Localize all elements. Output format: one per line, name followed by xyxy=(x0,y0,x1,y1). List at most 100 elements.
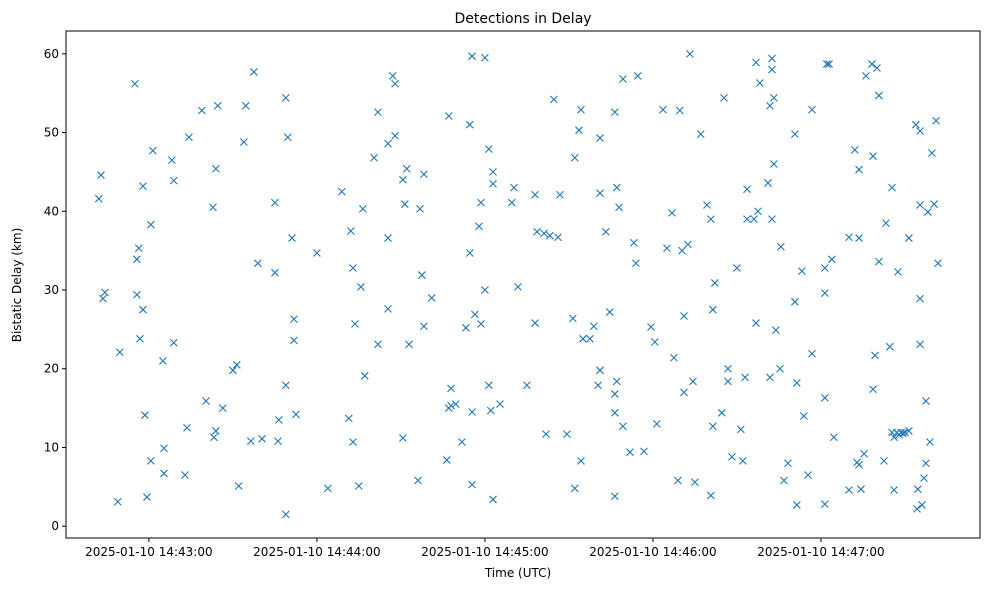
data-point xyxy=(136,334,144,343)
data-point xyxy=(489,179,497,188)
data-point xyxy=(922,397,930,405)
data-point xyxy=(374,340,382,349)
data-point xyxy=(899,429,907,438)
data-point xyxy=(344,414,353,423)
x-axis-label: Time (UTC) xyxy=(484,566,551,580)
data-point xyxy=(768,215,776,224)
data-point xyxy=(510,183,518,192)
data-point xyxy=(283,133,292,142)
data-point xyxy=(468,408,476,416)
data-point xyxy=(791,297,799,306)
data-point xyxy=(651,338,659,346)
data-point xyxy=(360,371,369,380)
data-point xyxy=(400,200,409,209)
data-point xyxy=(612,183,621,192)
data-point xyxy=(820,500,829,509)
data-point xyxy=(281,381,290,390)
data-point xyxy=(391,79,399,88)
data-point xyxy=(542,430,550,438)
data-point xyxy=(514,282,522,291)
data-point xyxy=(820,289,829,298)
data-point xyxy=(323,484,332,493)
data-point xyxy=(869,152,877,161)
data-point xyxy=(845,233,853,242)
data-point xyxy=(160,444,168,453)
data-point xyxy=(484,145,493,153)
data-point xyxy=(784,459,792,468)
data-point xyxy=(610,492,619,501)
data-point xyxy=(869,385,877,394)
data-point xyxy=(481,53,489,62)
data-point xyxy=(862,71,870,80)
data-point xyxy=(447,401,455,410)
data-point xyxy=(461,323,470,332)
data-point xyxy=(101,288,109,297)
data-point xyxy=(391,131,399,140)
data-point xyxy=(290,336,298,345)
data-point xyxy=(468,52,476,61)
data-point xyxy=(531,190,539,199)
data-point xyxy=(384,139,392,148)
data-point xyxy=(139,182,147,190)
data-point xyxy=(610,390,619,398)
data-point xyxy=(549,95,558,104)
data-point xyxy=(533,227,541,236)
data-point xyxy=(724,364,732,373)
data-point xyxy=(647,323,655,331)
data-point xyxy=(707,215,715,224)
data-point xyxy=(771,326,780,335)
data-point xyxy=(134,244,143,253)
data-point xyxy=(271,198,279,207)
data-point xyxy=(458,438,466,446)
data-point xyxy=(113,497,122,506)
data-point xyxy=(913,485,922,494)
data-point xyxy=(799,412,808,420)
y-tick-label: 50 xyxy=(44,126,59,140)
y-tick-label: 30 xyxy=(44,283,59,297)
data-point xyxy=(351,319,359,328)
data-point xyxy=(209,433,218,442)
data-point xyxy=(868,60,876,68)
data-point xyxy=(579,334,587,343)
data-point xyxy=(630,238,638,247)
data-point xyxy=(419,322,428,331)
data-point xyxy=(752,319,760,327)
data-point xyxy=(791,130,799,139)
data-point xyxy=(615,203,623,212)
data-point xyxy=(202,397,210,405)
data-point xyxy=(477,198,485,207)
data-point xyxy=(913,504,921,513)
data-point xyxy=(271,268,279,277)
data-point xyxy=(414,476,422,485)
data-point xyxy=(596,189,604,198)
data-point xyxy=(577,456,585,465)
data-point xyxy=(724,377,732,386)
data-point xyxy=(143,493,151,501)
data-point xyxy=(489,495,497,504)
data-point xyxy=(850,145,859,154)
data-point xyxy=(442,456,451,464)
data-point xyxy=(916,340,924,349)
data-point xyxy=(337,187,346,196)
x-tick-label: 2025-01-10 14:45:00 xyxy=(421,545,548,559)
data-point xyxy=(875,257,883,266)
data-point xyxy=(253,259,262,268)
data-point xyxy=(398,434,407,442)
data-point xyxy=(920,474,928,483)
data-point xyxy=(99,294,107,303)
data-point xyxy=(860,449,868,458)
data-point xyxy=(447,384,455,393)
data-point xyxy=(358,205,367,213)
data-point xyxy=(146,456,155,465)
data-point xyxy=(416,205,424,213)
x-tick-label: 2025-01-10 14:47:00 xyxy=(757,545,884,559)
data-point xyxy=(804,471,812,479)
x-axis-ticks: 2025-01-10 14:43:00 2025-01-10 14:44:00 20… xyxy=(85,538,885,559)
data-point xyxy=(855,234,863,242)
data-point xyxy=(663,244,671,253)
data-point xyxy=(659,105,667,114)
data-point xyxy=(468,480,476,489)
data-point xyxy=(911,120,920,129)
data-point xyxy=(181,471,189,479)
data-point xyxy=(274,437,282,446)
